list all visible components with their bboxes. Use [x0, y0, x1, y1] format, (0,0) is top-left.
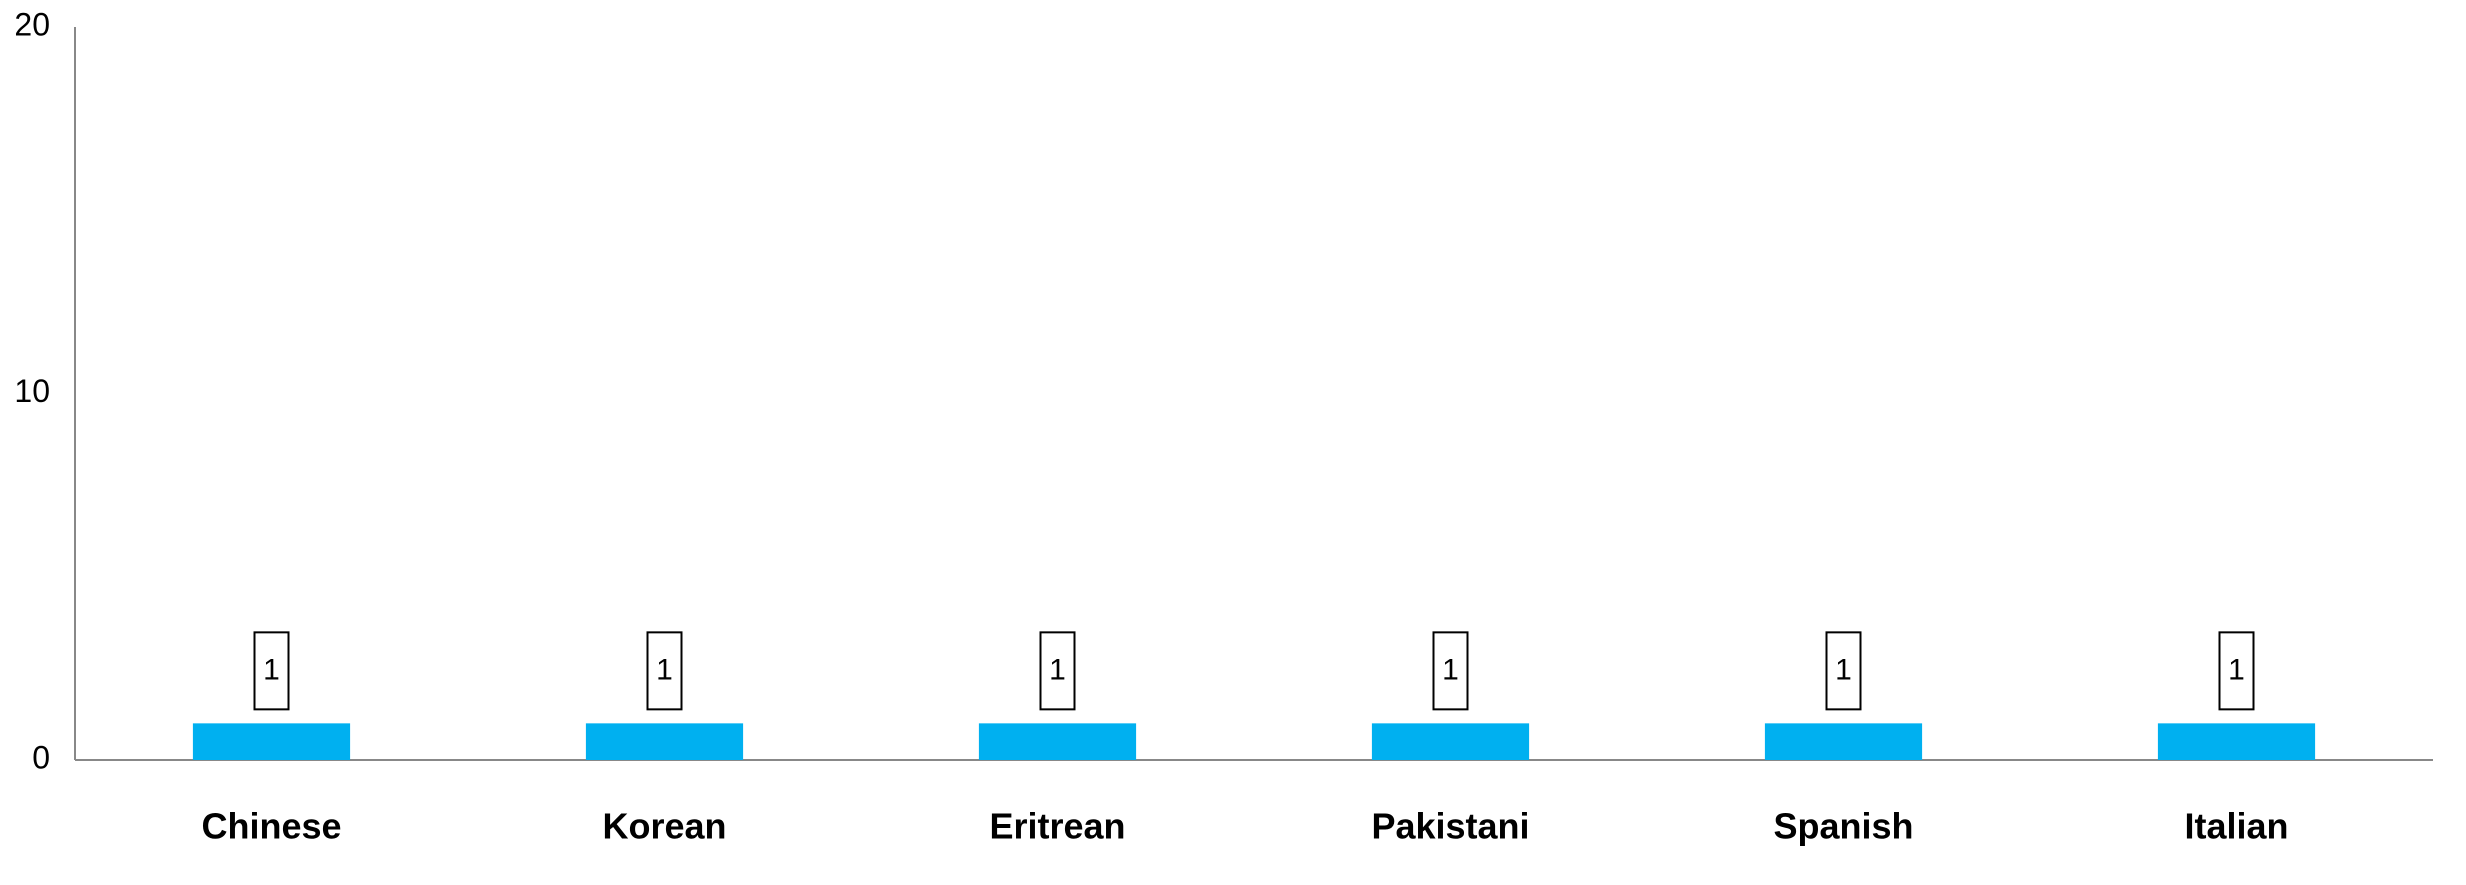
data-label: 1 — [1835, 653, 1852, 686]
bar — [2157, 723, 2316, 760]
data-label-box — [1039, 631, 1076, 711]
x-tick-label: Pakistani — [1371, 806, 1529, 847]
data-label-box — [253, 631, 290, 711]
x-tick-label: Eritrean — [989, 806, 1125, 847]
data-label: 1 — [263, 653, 280, 686]
data-label-box — [646, 631, 683, 711]
y-tick-label: 0 — [32, 739, 50, 775]
bar — [1764, 723, 1923, 760]
data-label-box — [1825, 631, 1862, 711]
bar — [585, 723, 744, 760]
x-tick-label: Spanish — [1773, 806, 1913, 847]
data-label: 1 — [2228, 653, 2245, 686]
y-tick-label: 20 — [14, 6, 50, 42]
y-tick-label: 10 — [14, 373, 50, 409]
data-label-box — [2218, 631, 2255, 711]
x-tick-label: Korean — [602, 806, 726, 847]
bar — [1371, 723, 1530, 760]
bar — [192, 723, 351, 760]
data-label: 1 — [1442, 653, 1459, 686]
data-label-box — [1432, 631, 1469, 711]
data-label: 1 — [656, 653, 673, 686]
data-label: 1 — [1049, 653, 1066, 686]
x-tick-label: Chinese — [201, 806, 341, 847]
x-tick-label: Italian — [2184, 806, 2288, 847]
bar — [978, 723, 1137, 760]
